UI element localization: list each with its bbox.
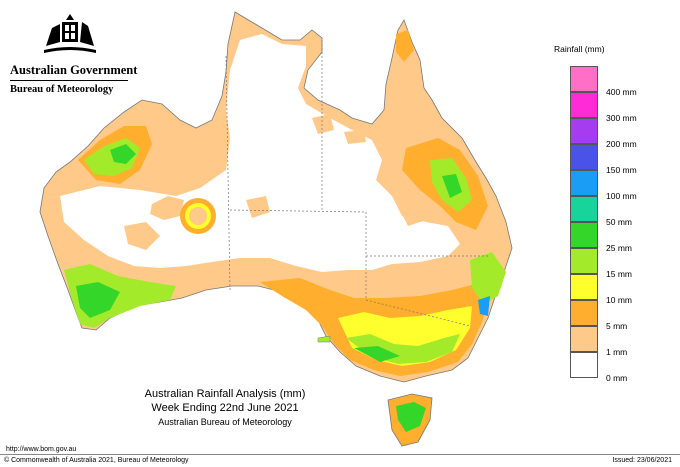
central-rain-ring [189,207,207,225]
kangaroo-island [317,335,331,343]
caption-title: Australian Rainfall Analysis (mm) [144,388,306,400]
legend-label: 0 mm [606,373,628,383]
legend-swatch [570,144,598,170]
legend-swatch [570,92,598,118]
legend-label: 10 mm [606,295,632,305]
legend-title: Rainfall (mm) [554,44,605,54]
footer-divider [0,454,680,455]
legend-label: 100 mm [606,191,637,201]
central-rain-blob [124,222,160,250]
central-rain-blob [150,196,184,220]
government-branding: Australian Government Bureau of Meteorol… [10,10,138,95]
legend-swatch [570,222,598,248]
legend-swatch [570,274,598,300]
legend-swatch [570,66,598,92]
south-west-wa-rain [76,282,120,318]
legend-label: 15 mm [606,269,632,279]
legend-swatch [570,170,598,196]
legend-swatch [570,118,598,144]
issued-date: Issued: 23/06/2021 [612,457,672,464]
kimberley-rain [110,144,136,164]
copyright-text: © Commonwealth of Australia 2021, Bureau… [4,457,189,464]
legend-label: 150 mm [606,165,637,175]
coat-of-arms-icon [44,14,96,53]
central-rain-blob [344,130,366,144]
government-title: Australian Government [10,63,138,77]
legend-label: 5 mm [606,321,628,331]
central-rain-blob [246,196,270,218]
legend-swatch [570,326,598,352]
central-rain-blob [400,204,426,226]
legend-label: 1 mm [606,347,628,357]
caption-source: Australian Bureau of Meteorology [158,417,292,427]
bureau-title: Bureau of Meteorology [10,84,114,95]
map-caption: Australian Rainfall Analysis (mm) Week E… [110,387,340,429]
legend-label: 300 mm [606,113,637,123]
legend-label: 200 mm [606,139,637,149]
state-borders [225,40,490,327]
legend-label: 25 mm [606,243,632,253]
cape-york-rain [396,30,414,62]
caption-period: Week Ending 22nd June 2021 [151,402,299,414]
branding-divider [10,80,128,81]
nsw-coast-rain [478,296,490,316]
south-coast-rain [354,346,400,362]
legend-swatch [570,196,598,222]
source-url[interactable]: http://www.bom.gov.au [6,446,77,453]
legend-swatch [570,248,598,274]
queensland-rain [442,174,462,198]
legend-label: 400 mm [606,87,637,97]
tasmania-rain [396,402,426,432]
legend-swatch [570,352,598,378]
nsw-coast-rain [470,252,506,304]
central-rain-blob [312,114,334,134]
legend-swatch [570,300,598,326]
legend-label: 50 mm [606,217,632,227]
